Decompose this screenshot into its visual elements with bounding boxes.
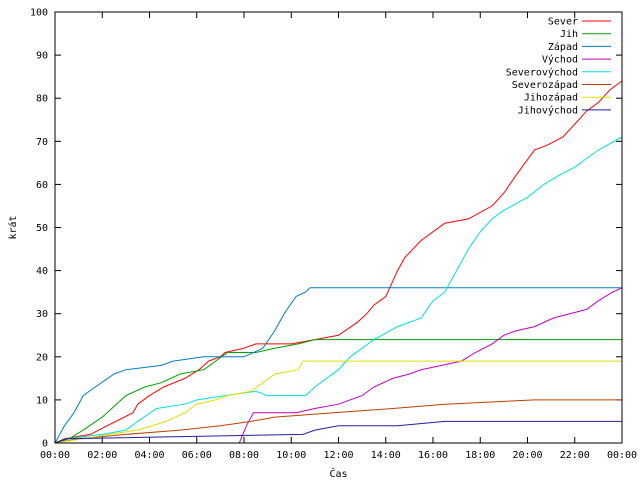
y-tick-label: 30	[36, 309, 48, 320]
y-tick-label: 0	[42, 439, 48, 450]
legend-label: Jih	[560, 29, 578, 40]
series-line-1	[54, 339, 622, 444]
x-tick-label: 06:00	[182, 450, 212, 461]
y-tick-label: 10	[36, 395, 48, 406]
legend-label: Východ	[542, 54, 578, 66]
series-line-3	[55, 287, 623, 444]
legend-label: Sever	[548, 17, 578, 28]
legend-label: Západ	[548, 41, 578, 53]
y-tick-label: 20	[36, 352, 48, 363]
y-tick-label: 70	[36, 137, 48, 148]
x-tick-label: 22:00	[560, 450, 590, 461]
y-tick-label: 50	[36, 223, 48, 234]
legend-label: Severozápad	[512, 79, 578, 91]
y-tick-label: 90	[36, 51, 48, 62]
series-lines	[54, 80, 623, 444]
axis-ticks: 0 10 20 30 40 50 60 70 80 90 100 00:00 02:00 04:00 06:…	[30, 8, 637, 462]
y-tick-label: 60	[36, 180, 48, 191]
legend: SeverJihZápadVýchodSeverovýchodSeverozáp…	[506, 17, 611, 116]
x-tick-label: 16:00	[418, 450, 448, 461]
series-line-6	[54, 360, 622, 444]
series-line-5	[54, 399, 622, 444]
x-tick-label: 18:00	[465, 450, 495, 461]
x-tick-label: 08:00	[229, 450, 259, 461]
series-line-0	[54, 80, 623, 444]
legend-label: Severovýchod	[506, 66, 578, 78]
legend-label: Jihovýchod	[518, 104, 578, 116]
x-tick-label: 10:00	[276, 450, 306, 461]
x-axis-label: Čas	[329, 467, 347, 480]
x-tick-label: 00:00	[607, 450, 637, 461]
series-line-2	[54, 287, 622, 444]
y-axis-label: krát	[7, 215, 19, 239]
x-tick-label: 14:00	[371, 450, 401, 461]
y-tick-label: 40	[36, 266, 48, 277]
series-line-4	[54, 136, 623, 444]
x-tick-label: 20:00	[512, 450, 542, 461]
y-tick-label: 100	[30, 8, 48, 19]
x-tick-label: 12:00	[323, 450, 353, 461]
x-tick-label: 00:00	[40, 450, 70, 461]
legend-label: Jihozápad	[524, 92, 578, 104]
y-tick-label: 80	[36, 94, 48, 105]
series-line-7	[54, 420, 622, 444]
x-tick-label: 04:00	[134, 450, 164, 461]
x-tick-label: 02:00	[87, 450, 117, 461]
plot-frame	[54, 11, 623, 444]
